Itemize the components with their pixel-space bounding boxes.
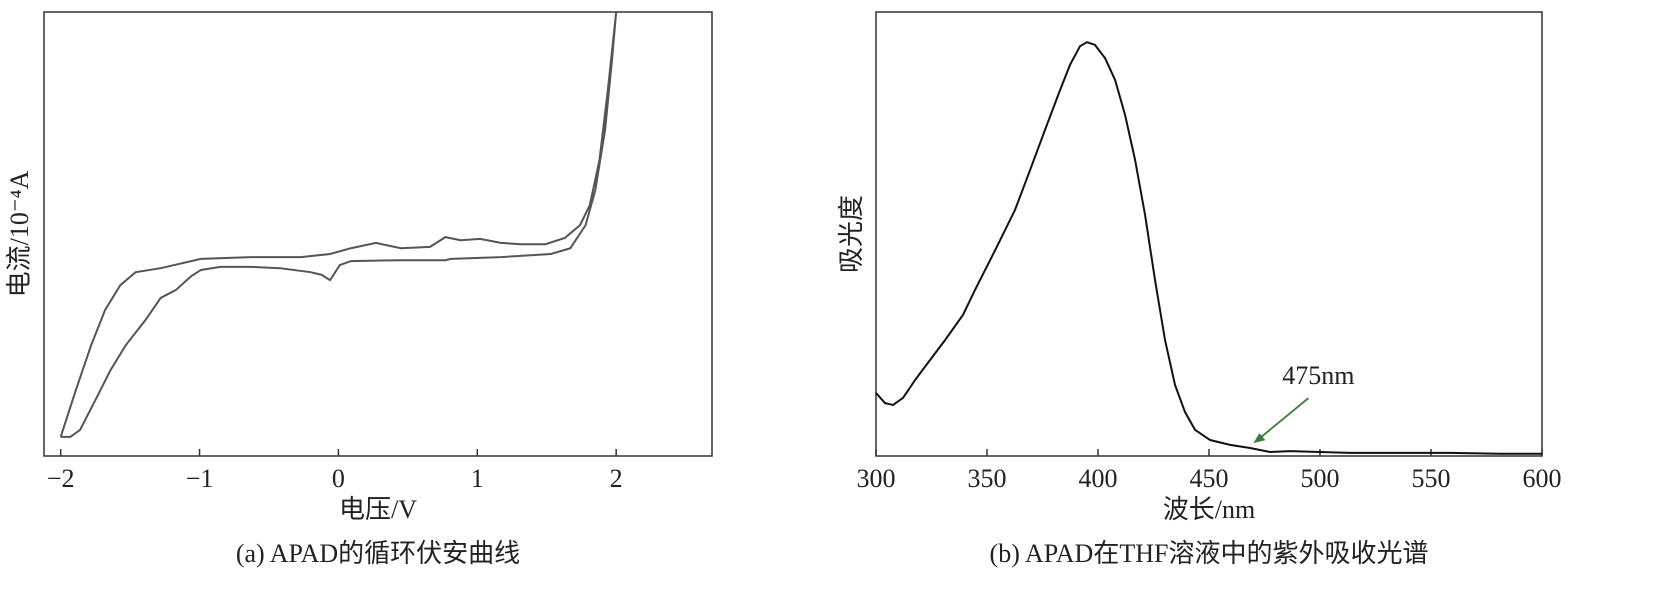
x-tick-label: 450 [1190, 464, 1229, 493]
x-tick-label: 1 [471, 464, 484, 493]
x-tick-label: −2 [47, 464, 75, 493]
annotation-arrow [1256, 397, 1309, 441]
annotation-arrowhead [1253, 433, 1266, 444]
x-tick-label: 0 [332, 464, 345, 493]
caption: (a) APAD的循环伏安曲线 [236, 539, 520, 568]
axes-frame [43, 11, 713, 457]
annotation-text: 475nm [1282, 361, 1354, 390]
y-axis-label: 电流/10⁻⁴A [5, 170, 34, 297]
x-tick-label: 550 [1412, 464, 1451, 493]
x-tick-label: 400 [1079, 464, 1118, 493]
data-line [875, 41, 1542, 455]
caption: (b) APAD在THF溶液中的紫外吸收光谱 [990, 539, 1429, 568]
axes-frame [875, 11, 1543, 457]
x-axis-label: 电压/V [339, 495, 417, 524]
x-tick-label: 500 [1301, 464, 1340, 493]
x-tick-label: 350 [968, 464, 1007, 493]
x-tick-label: 2 [610, 464, 623, 493]
x-axis-label: 波长/nm [1163, 495, 1255, 524]
x-tick-label: 300 [857, 464, 896, 493]
data-line [59, 11, 618, 438]
y-axis-label: 吸光度 [837, 195, 866, 273]
x-tick-label: 600 [1523, 464, 1562, 493]
x-tick-label: −1 [186, 464, 214, 493]
